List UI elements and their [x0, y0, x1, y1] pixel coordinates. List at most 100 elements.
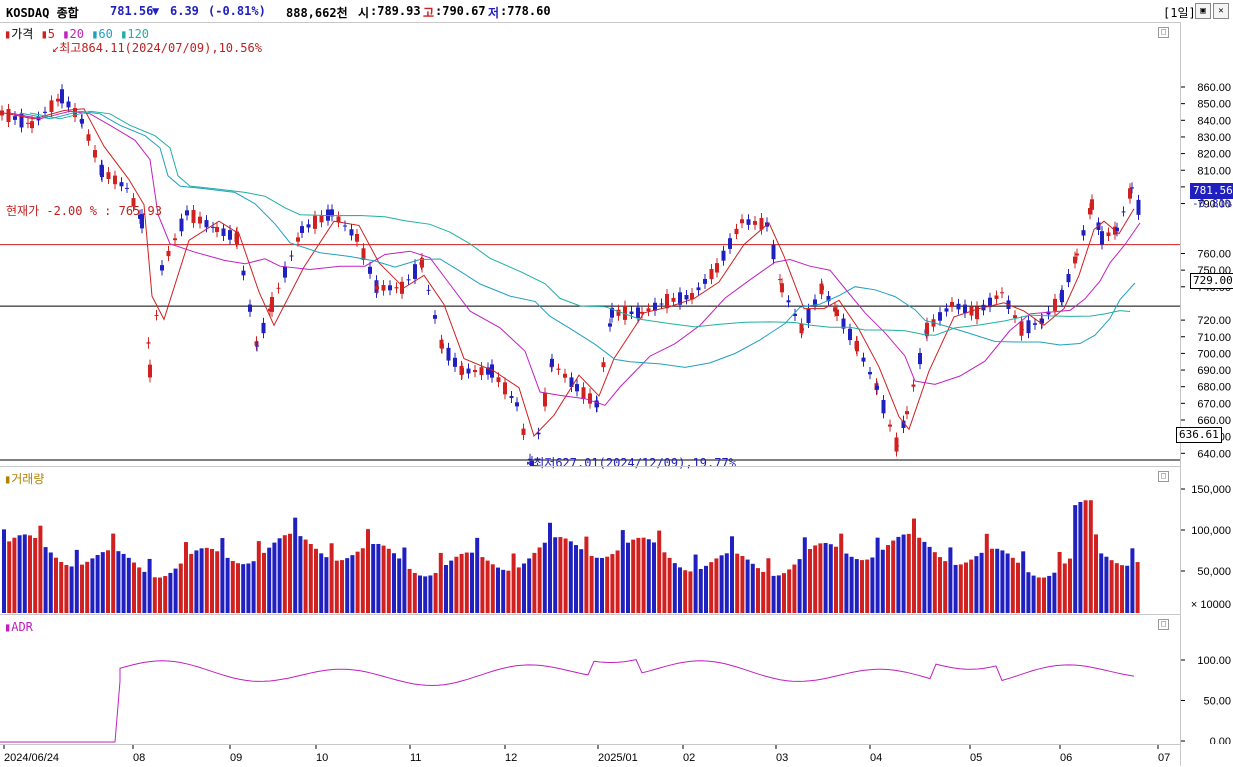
ma20-line: [9, 110, 1141, 406]
candle-body: [629, 311, 634, 315]
candle-body: [400, 281, 404, 294]
volume-bar: [282, 535, 287, 613]
adr-chart[interactable]: [0, 615, 1180, 745]
candle-body: [1026, 320, 1031, 334]
volume-bar: [293, 517, 298, 613]
candle-body: [66, 101, 71, 108]
candle-body: [721, 250, 726, 261]
candle-body: [381, 284, 386, 291]
volume-bar: [267, 547, 272, 613]
x-tick-label: 2025/01: [598, 752, 638, 764]
candle-body: [261, 322, 266, 334]
volume-bar: [766, 558, 771, 613]
pane-close-icon[interactable]: □: [1158, 27, 1169, 38]
volume-bar: [220, 538, 225, 613]
candle-body: [640, 311, 644, 314]
x-tick-label: 08: [133, 752, 145, 764]
volume-chart[interactable]: [0, 467, 1180, 615]
volume-bar: [1135, 562, 1140, 613]
candle-body: [905, 411, 909, 415]
volume-bar: [917, 537, 922, 613]
volume-bar: [589, 555, 594, 613]
volume-bar: [1104, 556, 1109, 613]
volume-bar: [490, 564, 495, 613]
volume-bar: [158, 577, 162, 613]
candle-body: [550, 358, 554, 367]
adr-legend: ▮ADR: [4, 620, 33, 634]
price-chart[interactable]: [0, 23, 1180, 467]
candle-body: [453, 357, 457, 367]
price-tick-label: 710.00: [1197, 332, 1231, 344]
volume-bar: [901, 534, 906, 613]
volume-bar: [631, 539, 636, 613]
volume-bar: [106, 550, 110, 613]
legend-ma120: 120: [127, 27, 150, 41]
candle-body: [623, 305, 627, 320]
volume-bar: [750, 563, 755, 613]
candle-body: [43, 111, 47, 113]
lower-line-tag: 636.61: [1176, 427, 1222, 443]
volume-bar: [756, 568, 760, 613]
legend-price: 가격: [11, 27, 34, 41]
volume-bar: [834, 546, 838, 613]
candle-body: [235, 231, 239, 245]
volume-bar: [506, 570, 511, 613]
candle-body: [715, 263, 719, 273]
adr-pane-close-icon[interactable]: □: [1158, 619, 1169, 630]
index-name[interactable]: KOSDAQ 종합: [6, 6, 79, 20]
candle-body: [221, 228, 226, 236]
candle-body: [26, 122, 30, 124]
volume-bar: [236, 563, 240, 613]
volume-bar: [1042, 577, 1046, 613]
volume-pane[interactable]: ▮거래량 □: [0, 466, 1180, 615]
volume-bar: [880, 549, 885, 613]
price-tick-label: 640.00: [1197, 448, 1231, 460]
volume-bar: [355, 551, 360, 613]
candle-body: [215, 226, 219, 233]
volume-bar: [147, 558, 152, 613]
candle-body: [30, 121, 34, 129]
volume-tick-label: 50,000: [1197, 566, 1231, 578]
candle-body: [336, 216, 341, 223]
volume-bar: [303, 539, 308, 613]
volume-bar: [709, 562, 714, 613]
volume-bar: [875, 537, 880, 613]
volume-pane-close-icon[interactable]: □: [1158, 471, 1169, 482]
candle-body: [786, 300, 791, 303]
candle-body: [296, 237, 300, 242]
candle-body: [975, 306, 979, 320]
volume-bar: [402, 547, 407, 613]
volume-bar: [288, 533, 292, 613]
volume-bar: [194, 550, 199, 613]
volume-bar: [262, 552, 266, 613]
restore-icon[interactable]: ▣: [1195, 3, 1211, 19]
volume-bar: [964, 562, 968, 613]
volume-bar: [542, 542, 547, 613]
candle-body: [80, 118, 84, 124]
price-pane[interactable]: ▮가격 ▮5 ▮20 ▮60 ▮120 ↙최고864.11(2024/07/09…: [0, 22, 1180, 470]
candle-body: [1106, 232, 1111, 236]
candle-body: [690, 293, 694, 300]
volume-bar: [672, 563, 677, 613]
candle-body: [950, 301, 954, 307]
high-value: :790.67: [435, 4, 486, 18]
adr-pane[interactable]: ▮ADR □: [0, 614, 1180, 745]
volume-bar: [563, 538, 568, 613]
volume-bar: [854, 559, 859, 613]
candle-body: [460, 367, 464, 375]
close-icon[interactable]: ✕: [1213, 3, 1229, 19]
volume-bar: [532, 552, 537, 613]
volume-bar: [459, 553, 464, 613]
ma5-line: [3, 108, 1135, 437]
volume-bar: [938, 557, 942, 613]
candle-body: [659, 303, 664, 305]
window-buttons: ▣ ✕: [1195, 3, 1229, 19]
volume-axis-ticks: 150,000 100,000 50,000 × 10000: [1181, 484, 1231, 611]
candle-body: [581, 387, 586, 399]
candle-body: [888, 424, 892, 427]
volume-bar: [454, 556, 459, 613]
high-label: 고: [423, 6, 435, 20]
volume-bar: [137, 567, 142, 613]
volume-bar: [969, 559, 974, 613]
period-selector[interactable]: [1일]: [1163, 6, 1196, 20]
